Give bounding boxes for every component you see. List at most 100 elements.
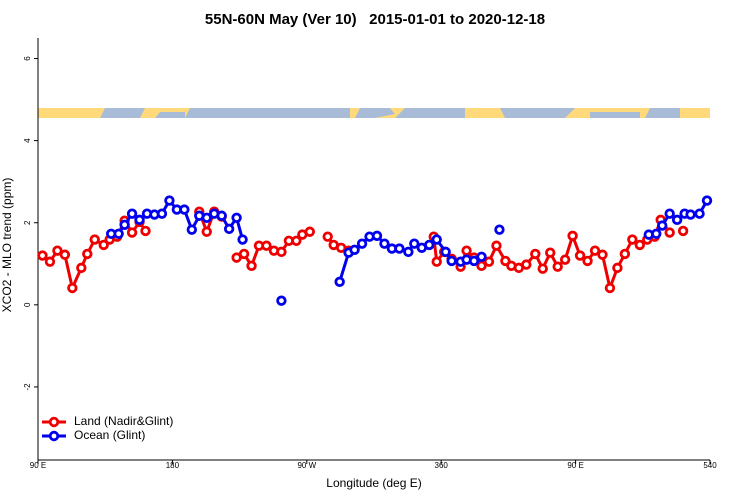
chart-title: 55N-60N May (Ver 10) 2015-01-01 to 2020-… xyxy=(205,11,545,28)
data-point xyxy=(701,195,713,206)
data-point xyxy=(604,282,616,294)
data-point xyxy=(657,220,668,231)
data-point xyxy=(521,259,532,270)
data-point xyxy=(446,255,457,267)
data-point xyxy=(44,256,56,267)
data-point xyxy=(76,262,87,274)
data-point xyxy=(98,239,109,251)
data-point xyxy=(113,228,124,240)
x-axis-label: Longitude (deg E) xyxy=(326,476,421,490)
x-tick-label: 360 xyxy=(435,461,449,470)
legend-label: Ocean (Glint) xyxy=(74,428,145,442)
data-point xyxy=(52,245,63,256)
data-point xyxy=(134,214,145,226)
data-point xyxy=(409,238,420,249)
data-point xyxy=(552,261,563,272)
legend-label: Land (Nadir&Glint) xyxy=(74,414,173,428)
data-point xyxy=(559,254,571,265)
y-tick-label: 2 xyxy=(23,220,32,225)
y-tick-label: -2 xyxy=(23,383,32,391)
data-point xyxy=(201,212,212,224)
data-point xyxy=(179,204,190,215)
legend-marker xyxy=(48,416,60,428)
data-point xyxy=(334,276,345,288)
y-tick-label: 6 xyxy=(23,56,32,61)
data-point xyxy=(619,248,631,260)
data-point xyxy=(440,246,451,258)
data-point xyxy=(126,227,138,238)
data-point xyxy=(291,235,302,246)
legend: Land (Nadir&Glint)Ocean (Glint) xyxy=(42,414,173,442)
data-point xyxy=(201,226,212,237)
data-point xyxy=(356,238,368,249)
data-point xyxy=(567,230,578,242)
y-tick-label: 4 xyxy=(23,138,32,143)
data-point xyxy=(664,227,675,238)
x-tick-label: 180 xyxy=(166,461,180,470)
data-point xyxy=(246,260,257,272)
data-point xyxy=(612,262,623,274)
legend-marker xyxy=(48,430,60,442)
map-strip xyxy=(38,108,710,118)
data-point xyxy=(216,210,227,221)
data-point xyxy=(237,234,248,245)
data-point xyxy=(164,195,175,206)
data-point xyxy=(238,248,250,260)
data-point xyxy=(476,260,487,272)
x-tick-label: 90 E xyxy=(567,461,583,470)
data-point xyxy=(403,246,414,258)
data-point xyxy=(530,248,541,260)
data-point xyxy=(476,251,487,262)
data-point xyxy=(634,239,646,251)
data-point xyxy=(431,256,442,267)
data-point xyxy=(589,245,601,256)
data-point xyxy=(59,249,71,260)
data-point xyxy=(379,238,390,249)
data-point xyxy=(371,230,383,242)
data-point xyxy=(651,228,662,240)
data-point xyxy=(231,252,242,263)
data-point xyxy=(304,226,315,237)
data-point xyxy=(537,263,548,274)
data-point xyxy=(431,234,442,245)
data-point xyxy=(126,208,138,219)
y-tick-label: 0 xyxy=(23,302,32,307)
data-point xyxy=(491,240,502,251)
data-point xyxy=(597,249,608,260)
data-point xyxy=(468,255,480,267)
data-point xyxy=(276,295,287,306)
data-point xyxy=(483,256,495,267)
data-point xyxy=(261,240,272,251)
data-point xyxy=(82,248,93,260)
data-point xyxy=(461,245,472,256)
data-point xyxy=(545,247,556,258)
data-point xyxy=(223,223,235,235)
data-point xyxy=(156,208,168,219)
data-point xyxy=(89,234,100,245)
x-tick-label: 90 W xyxy=(297,461,316,470)
data-point xyxy=(119,219,130,230)
data-point xyxy=(394,243,405,254)
data-point xyxy=(67,282,78,294)
data-point xyxy=(574,250,586,261)
data-point xyxy=(140,225,151,237)
data-point xyxy=(37,250,48,261)
y-axis-label: XCO2 - MLO trend (ppm) xyxy=(0,178,14,313)
data-point xyxy=(494,224,505,235)
data-point xyxy=(582,255,593,267)
data-point xyxy=(677,225,689,237)
data-point xyxy=(322,231,333,242)
data-point xyxy=(231,212,242,224)
data-point xyxy=(349,244,360,256)
x-tick-label: 540 xyxy=(703,461,717,470)
data-point xyxy=(424,239,435,251)
data-point xyxy=(671,214,683,226)
data-point xyxy=(694,208,705,219)
data-point xyxy=(627,234,638,245)
data-point xyxy=(664,208,675,219)
data-point xyxy=(186,224,198,235)
data-point xyxy=(685,209,696,220)
data-point xyxy=(276,246,287,258)
x-tick-label: 90 E xyxy=(30,461,46,470)
